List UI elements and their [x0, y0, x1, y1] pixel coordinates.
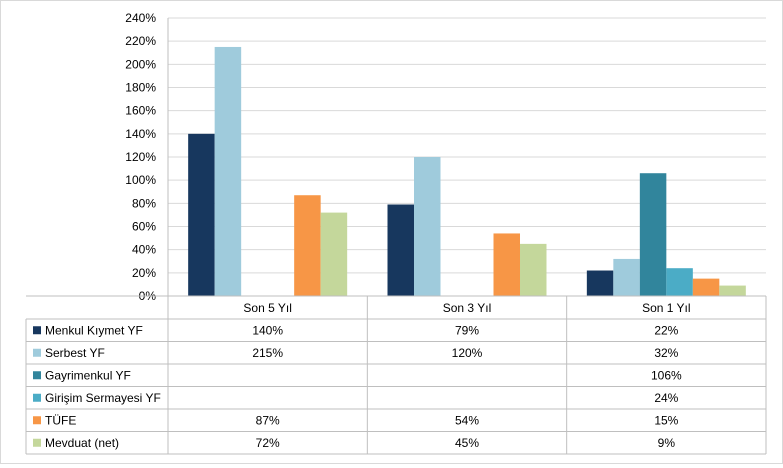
y-tick-label: 200%	[125, 57, 156, 71]
y-tick-label: 140%	[125, 127, 156, 141]
legend-key-serbest-yf	[33, 348, 41, 357]
bar-menkul-kiymet-yf	[188, 133, 215, 296]
table-value: 54%	[455, 413, 479, 427]
y-tick-label: 100%	[125, 173, 156, 187]
table-value: 87%	[256, 413, 280, 427]
gridlines	[168, 17, 766, 274]
bar-gayrimenkul-yf	[639, 173, 667, 296]
legend-label-tufe: TÜFE	[45, 413, 76, 427]
bar-tufe	[692, 278, 720, 296]
y-tick-label: 80%	[132, 196, 156, 210]
legend-key-gayrimenkul-yf	[33, 371, 41, 380]
bar-serbest-yf	[414, 157, 441, 296]
legend-label-girisim-sermayesi-yf: Girişim Sermayesi YF	[45, 391, 161, 405]
table-value: 215%	[252, 346, 283, 360]
table-value: 106%	[651, 368, 682, 382]
y-tick-label: 40%	[132, 243, 156, 257]
bar-mevduat-net	[520, 243, 547, 296]
y-tick-label: 60%	[132, 220, 156, 234]
legend-label-gayrimenkul-yf: Gayrimenkul YF	[45, 368, 131, 382]
bar-serbest-yf	[214, 46, 242, 297]
y-tick-label: 240%	[125, 11, 156, 25]
y-tick-label: 160%	[125, 104, 156, 118]
table-value: 45%	[455, 436, 479, 450]
table-value: 15%	[654, 413, 678, 427]
data-table: Son 5 Yıl Son 3 Yıl Son 1 Yıl Menkul Kıymet…	[25, 296, 767, 455]
table-value: 120%	[452, 346, 483, 360]
legend-label-menkul-kiymet-yf: Menkul Kıymet YF	[45, 323, 143, 337]
bar-mevduat-net	[719, 285, 746, 296]
y-tick-label: 120%	[125, 150, 156, 164]
table-value: 32%	[654, 346, 678, 360]
x-tick-label: Son 1 Yıl	[642, 301, 690, 315]
table-value: 140%	[252, 323, 283, 337]
bar-tufe	[294, 195, 321, 296]
y-tick-label: 220%	[125, 34, 156, 48]
legend-label-mevduat-net: Mevduat (net)	[45, 436, 119, 450]
y-axis-ticks: 0%20%40%60%80%100%120%140%160%180%200%22…	[125, 11, 156, 303]
table-value: 9%	[658, 436, 676, 450]
legend-key-mevduat-net	[33, 438, 41, 447]
y-tick-label: 180%	[125, 81, 156, 95]
axes	[26, 18, 766, 297]
legend-key-girisim-sermayesi-yf	[33, 393, 41, 402]
legend-label-serbest-yf: Serbest YF	[45, 346, 105, 360]
table-value: 22%	[654, 323, 678, 337]
y-tick-label: 20%	[132, 266, 156, 280]
x-tick-label: Son 5 Yıl	[243, 301, 291, 315]
bar-girisim-sermayesi-yf	[666, 268, 693, 296]
x-tick-label: Son 3 Yıl	[443, 301, 491, 315]
bars	[188, 46, 746, 297]
bar-serbest-yf	[613, 258, 640, 296]
bar-menkul-kiymet-yf	[387, 204, 414, 296]
bar-mevduat-net	[320, 212, 348, 296]
table-value: 79%	[455, 323, 479, 337]
bar-tufe	[493, 233, 520, 296]
bar-menkul-kiymet-yf	[586, 270, 614, 296]
table-value: 24%	[654, 391, 678, 405]
table-value: 72%	[256, 436, 280, 450]
legend-key-tufe	[33, 416, 41, 425]
legend-key-menkul-kiymet-yf	[33, 326, 41, 335]
